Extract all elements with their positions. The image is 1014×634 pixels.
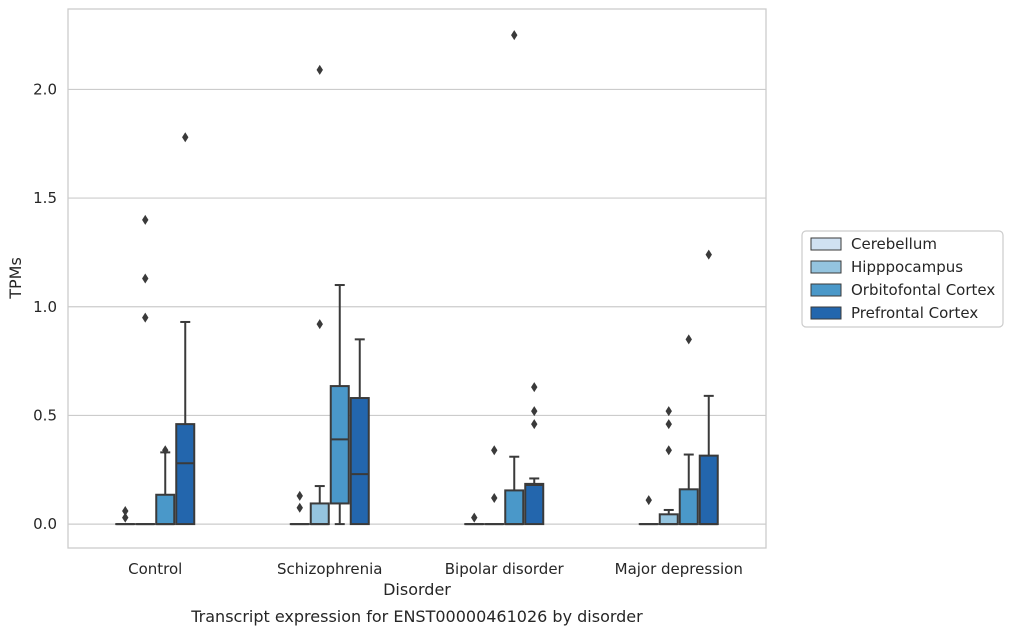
outlier-point [162, 445, 169, 456]
box-body [155, 493, 176, 526]
box [484, 445, 505, 526]
box-group [115, 132, 196, 526]
box-body [524, 482, 545, 526]
box-group [464, 30, 545, 526]
y-axis-ticks: 0.0 0.5 1.0 1.5 2.0 [33, 80, 57, 533]
grid-lines [68, 88, 766, 525]
outlier-point [316, 64, 323, 75]
box-body [309, 502, 330, 526]
outlier-point [645, 495, 652, 506]
outlier-point [685, 334, 692, 345]
outlier-point [665, 406, 672, 417]
legend-swatch [810, 306, 842, 320]
outlier-point [182, 132, 189, 143]
outlier-point [142, 312, 149, 323]
outlier-point [296, 502, 303, 513]
box [175, 132, 196, 526]
box-body [329, 385, 350, 505]
box [155, 445, 176, 526]
legend-item: Cerebellum [810, 235, 937, 253]
x-tick-label: Bipolar disorder [445, 560, 565, 578]
chart-caption: Transcript expression for ENST0000046102… [190, 607, 643, 626]
legend-swatch [810, 237, 842, 251]
x-axis-ticks: Control Schizophrenia Bipolar disorder Majo… [128, 560, 743, 578]
x-tick-label: Control [128, 560, 182, 578]
legend-label: Hipppocampus [851, 258, 963, 276]
box-group [638, 249, 719, 526]
box [698, 249, 719, 526]
legend-frame [801, 230, 1004, 328]
legend-item: Orbitofontal Cortex [810, 281, 995, 299]
box-body [658, 513, 679, 526]
x-tick-label: Major depression [615, 560, 743, 578]
box [329, 284, 350, 526]
outlier-point [705, 249, 712, 260]
box [638, 495, 659, 526]
box [135, 214, 156, 526]
outlier-point [531, 419, 538, 430]
outlier-point [142, 273, 149, 284]
box [115, 506, 136, 526]
outlier-point [665, 419, 672, 430]
outlier-point [296, 490, 303, 501]
plot-frame [67, 8, 767, 549]
outlier-point [665, 445, 672, 456]
legend-item: Hipppocampus [810, 258, 963, 276]
y-tick-label: 1.0 [33, 298, 57, 316]
legend-item: Prefrontal Cortex [810, 304, 978, 322]
legend-label: Orbitofontal Cortex [851, 281, 995, 299]
y-tick-label: 2.0 [33, 80, 57, 98]
legend: Cerebellum Hipppocampus Orbitofontal Corte… [801, 230, 1004, 328]
outlier-point [142, 214, 149, 225]
y-tick-label: 0.0 [33, 515, 57, 533]
box [678, 334, 699, 526]
y-tick-label: 1.5 [33, 189, 57, 207]
y-axis-label: TPMs [6, 257, 25, 300]
box [289, 490, 310, 526]
outlier-point [122, 506, 129, 517]
outlier-point [511, 30, 518, 41]
box [464, 512, 485, 526]
box-body [698, 454, 719, 526]
box [524, 382, 545, 526]
x-tick-label: Schizophrenia [277, 560, 382, 578]
outlier-point [531, 382, 538, 393]
outlier-point [491, 445, 498, 456]
box [309, 64, 330, 526]
outlier-point [531, 406, 538, 417]
legend-label: Prefrontal Cortex [851, 304, 978, 322]
box-body [504, 489, 525, 526]
box-body [175, 423, 196, 526]
box-body [678, 488, 699, 526]
box-groups [115, 30, 719, 526]
legend-swatch [810, 283, 842, 297]
box-group [289, 64, 370, 526]
box [349, 338, 370, 526]
outlier-point [122, 512, 129, 523]
legend-swatch [810, 260, 842, 274]
x-axis-label: Disorder [383, 580, 451, 599]
legend-label: Cerebellum [851, 235, 937, 253]
outlier-point [471, 512, 478, 523]
box-body [349, 397, 370, 526]
box [658, 406, 679, 526]
box [504, 30, 525, 526]
outlier-point [491, 493, 498, 504]
y-tick-label: 0.5 [33, 406, 57, 424]
outlier-point [316, 319, 323, 330]
